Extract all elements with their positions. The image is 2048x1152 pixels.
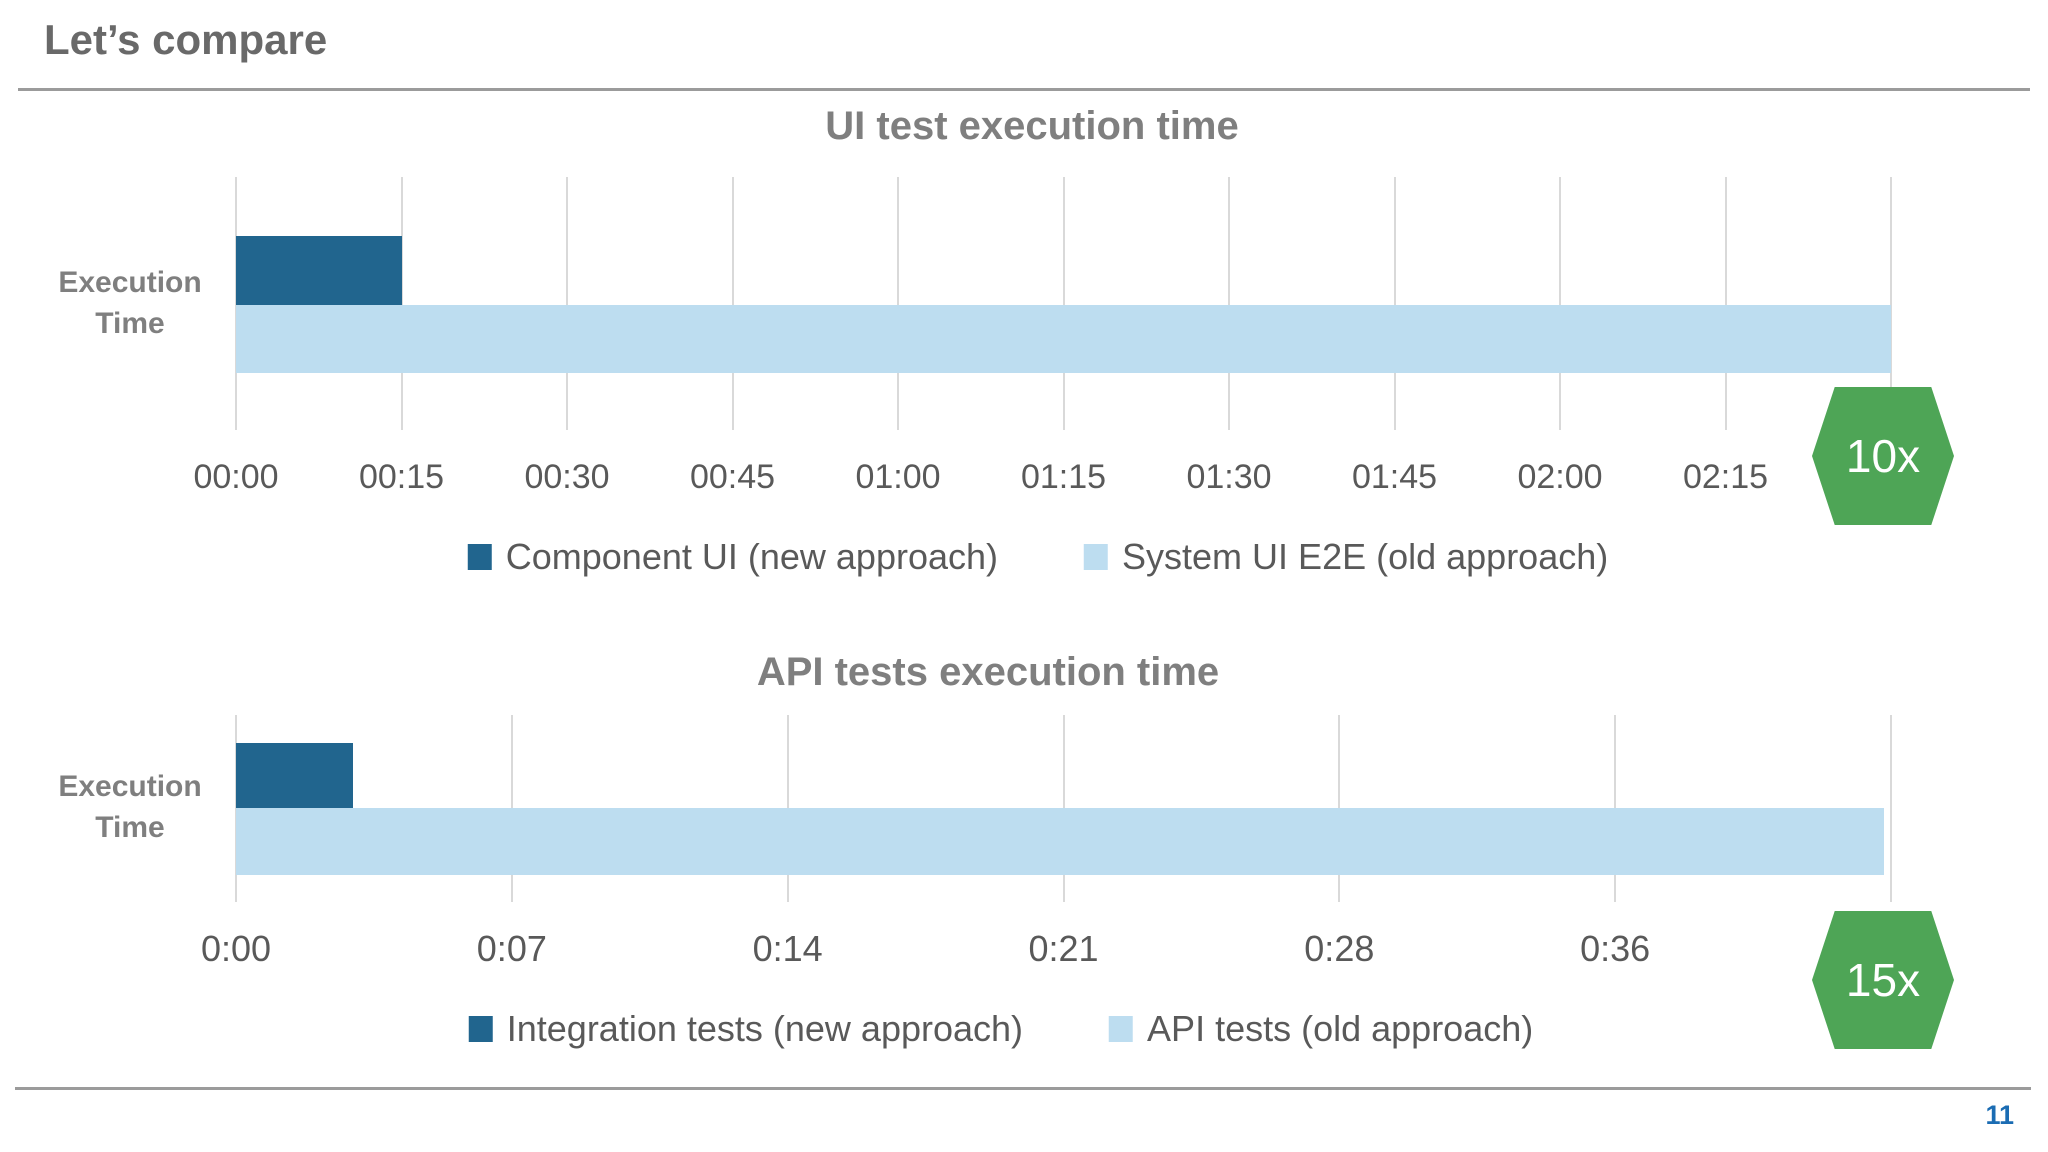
gridline	[1393, 177, 1396, 430]
chart1-tick: 01:45	[1351, 458, 1438, 496]
chart2-x-axis: 0:00 0:07 0:14 0:21 0:28 0:36	[201, 928, 1891, 969]
chart2-speedup-badge-label: 15x	[1845, 954, 1921, 1006]
dark-blue-swatch-icon	[467, 544, 492, 570]
gridline	[1062, 177, 1065, 430]
chart2-y-axis-label: Execution Time	[30, 766, 230, 848]
title-divider-line	[18, 88, 2030, 91]
gridline	[1890, 715, 1892, 902]
chart2-legend-item-old: API tests (old approach)	[1109, 1008, 1533, 1050]
chart2-bar-integration-tests	[236, 743, 353, 808]
chart2-legend: Integration tests (new approach) API tes…	[468, 1008, 1533, 1050]
chart1-tick: 00:30	[524, 458, 610, 496]
chart1-legend: Component UI (new approach) System UI E2…	[467, 536, 1608, 578]
chart1-plot-area	[235, 177, 1892, 430]
chart1-legend-item-old: System UI E2E (old approach)	[1084, 536, 1608, 578]
footer-divider-line	[15, 1087, 2031, 1090]
gridline	[1724, 177, 1727, 430]
light-blue-swatch-icon	[1109, 1016, 1134, 1042]
chart1-bar-component-ui	[236, 236, 402, 305]
gridline	[566, 177, 568, 430]
chart2-tick: 0:00	[200, 928, 272, 969]
chart1-tick: 00:15	[358, 458, 445, 496]
chart2-legend-item-new: Integration tests (new approach)	[468, 1008, 1024, 1050]
gridline	[1559, 177, 1561, 430]
chart1-tick: 01:15	[1020, 458, 1107, 496]
chart1-speedup-badge-label: 10x	[1845, 430, 1921, 482]
chart1-title: UI test execution time	[825, 104, 1239, 148]
gridline	[1890, 177, 1892, 430]
chart1-tick: 01:00	[855, 458, 941, 496]
gridline	[897, 177, 899, 430]
chart2-tick: 0:14	[752, 928, 823, 969]
chart2-legend-label-new: Integration tests (new approach)	[506, 1008, 1024, 1049]
chart2-tick: 0:36	[1580, 928, 1651, 969]
chart2-title: API tests execution time	[756, 650, 1220, 694]
slide-title: Let’s compare	[44, 16, 328, 63]
dark-blue-swatch-icon	[468, 1016, 493, 1042]
chart1-tick: 00:00	[193, 458, 279, 496]
chart1-tick: 02:15	[1682, 458, 1769, 496]
chart2-tick: 0:21	[1028, 928, 1099, 969]
chart1-legend-label-new: Component UI (new approach)	[505, 536, 999, 577]
chart2-plot-area	[235, 715, 1892, 902]
gridline	[731, 177, 734, 430]
chart1-speedup-badge: 10x	[1812, 387, 1954, 525]
chart2-tick: 0:28	[1304, 928, 1375, 969]
chart1-x-axis: 00:00 00:15 00:30 00:45 01:00 01:15 01:3…	[193, 458, 1891, 498]
chart1-tick: 00:45	[689, 458, 776, 496]
chart2-tick: 0:07	[476, 928, 547, 969]
chart1-y-axis-label-line2: Time	[95, 307, 165, 340]
gridline	[1228, 177, 1230, 430]
chart1-tick: 02:00	[1517, 458, 1603, 496]
chart2-y-axis-label-line2: Time	[95, 811, 165, 844]
light-blue-swatch-icon	[1084, 544, 1109, 570]
chart1-legend-item-new: Component UI (new approach)	[467, 536, 999, 578]
chart1-tick: 01:30	[1186, 458, 1272, 496]
chart2-y-axis-label-line1: Execution	[58, 770, 202, 803]
chart2-speedup-badge: 15x	[1812, 911, 1954, 1049]
chart2-bar-api-tests	[236, 808, 1885, 875]
page-number: 11	[1985, 1100, 2014, 1130]
chart1-y-axis-label-line1: Execution	[58, 266, 202, 299]
gridline	[400, 177, 403, 430]
chart1-bar-system-ui-e2e	[236, 305, 1891, 373]
chart1-legend-label-old: System UI E2E (old approach)	[1122, 536, 1609, 577]
chart1-y-axis-label: Execution Time	[30, 262, 230, 344]
chart2-legend-label-old: API tests (old approach)	[1147, 1008, 1534, 1049]
